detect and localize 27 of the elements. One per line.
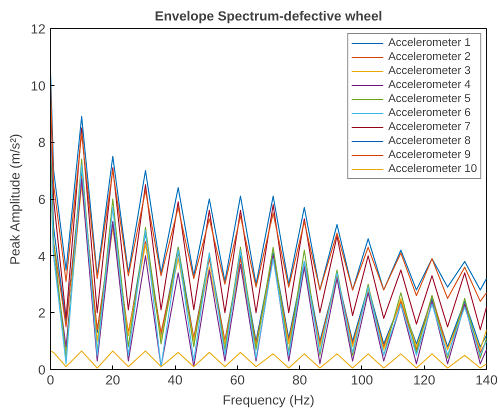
legend-label: Accelerometer 5 bbox=[388, 93, 471, 105]
legend-label: Accelerometer 6 bbox=[388, 107, 471, 119]
y-tick-label: 10 bbox=[30, 78, 46, 94]
x-tick-label: 60 bbox=[230, 372, 245, 388]
y-axis-title: Peak Amplitude (m/s²) bbox=[8, 134, 23, 265]
y-tick-label: 12 bbox=[30, 22, 46, 36]
x-tick-label: 120 bbox=[413, 372, 436, 388]
x-tick-label: 20 bbox=[105, 372, 120, 388]
legend-label: Accelerometer 8 bbox=[388, 135, 471, 147]
chart-title: Envelope Spectrum-defective wheel bbox=[154, 8, 382, 24]
y-tick-label: 2 bbox=[38, 306, 46, 321]
x-axis-title: Frequency (Hz) bbox=[222, 392, 314, 408]
y-tick-label: 4 bbox=[38, 248, 46, 264]
legend-label: Accelerometer 9 bbox=[388, 149, 471, 161]
y-tick-label: 8 bbox=[38, 135, 46, 150]
legend-label: Accelerometer 4 bbox=[388, 79, 471, 91]
x-tick-label: 80 bbox=[292, 372, 308, 388]
y-tick-label: 6 bbox=[38, 192, 46, 207]
x-tick-label: 100 bbox=[350, 372, 374, 388]
legend-label: Accelerometer 3 bbox=[388, 65, 471, 77]
legend-label: Accelerometer 7 bbox=[388, 121, 471, 133]
x-tick-label: 140 bbox=[475, 372, 498, 388]
legend-label: Accelerometer 1 bbox=[388, 37, 471, 49]
legend-label: Accelerometer 10 bbox=[388, 163, 477, 175]
x-tick-label: 40 bbox=[168, 372, 182, 388]
y-tick-label: 0 bbox=[38, 362, 46, 378]
legend-label: Accelerometer 2 bbox=[388, 51, 471, 63]
